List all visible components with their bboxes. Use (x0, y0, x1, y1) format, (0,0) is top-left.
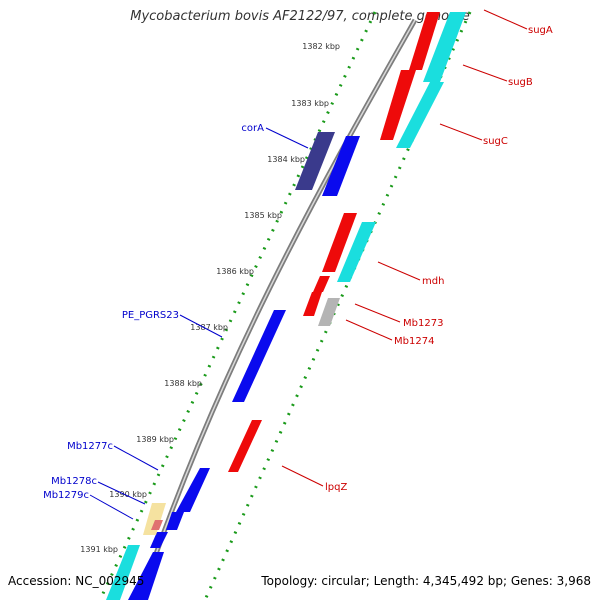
inner-dotted-ring (98, 11, 377, 600)
gene-block[interactable] (166, 512, 184, 530)
gene-block[interactable] (322, 213, 357, 272)
scale-tick-label: 1382 kbp (302, 42, 340, 51)
gene-block[interactable] (106, 545, 140, 600)
gene-label-cora[interactable]: corA (241, 123, 264, 134)
gene-block[interactable] (337, 222, 376, 282)
gene-label-mb1279c[interactable]: Mb1279c (43, 490, 89, 501)
gene-block[interactable] (322, 136, 360, 196)
gene-block[interactable] (151, 520, 163, 530)
label-leader (354, 303, 401, 323)
gene-block[interactable] (232, 310, 286, 402)
gene-label-lpqz[interactable]: lpqZ (325, 482, 347, 493)
gene-block[interactable] (423, 12, 466, 82)
gene-block[interactable] (313, 276, 330, 292)
gene-block[interactable] (150, 532, 168, 548)
gene-block[interactable] (176, 468, 210, 512)
scale-tick-label: 1389 kbp (136, 435, 174, 444)
label-leader (439, 123, 483, 141)
label-leader (89, 494, 134, 520)
scale-tick-label: 1387 kbp (190, 323, 228, 332)
gene-block[interactable] (380, 70, 416, 140)
gene-block[interactable] (143, 503, 166, 535)
label-leader (97, 481, 146, 505)
label-leader (179, 314, 223, 338)
gene-block[interactable] (295, 132, 335, 190)
scale-tick-label: 1388 kbp (164, 379, 202, 388)
gene-label-mb1278c[interactable]: Mb1278c (51, 476, 97, 487)
gene-block[interactable] (228, 420, 262, 472)
label-leader (377, 261, 421, 281)
gene-label-sugc[interactable]: sugC (483, 136, 508, 147)
scale-tick-label: 1386 kbp (216, 267, 254, 276)
label-leader (345, 319, 393, 341)
scale-tick-label: 1383 kbp (291, 99, 329, 108)
accession-text: Accession: NC_002945 (8, 574, 145, 588)
gene-label-mb1277c[interactable]: Mb1277c (67, 441, 113, 452)
label-leader (281, 465, 324, 487)
gene-label-mb1273[interactable]: Mb1273 (403, 318, 443, 329)
label-leader (483, 9, 528, 30)
genome-backbone-highlight (139, 19, 416, 600)
gene-block[interactable] (409, 12, 440, 70)
label-leader (113, 445, 159, 471)
gene-label-sugb[interactable]: sugB (508, 77, 533, 88)
label-leader (265, 127, 309, 149)
gene-label-suga[interactable]: sugA (528, 25, 553, 36)
scale-tick-label: 1391 kbp (80, 545, 118, 554)
gene-block[interactable] (318, 298, 340, 326)
gene-label-pe-pgrs23[interactable]: PE_PGRS23 (122, 310, 179, 321)
gene-block[interactable] (396, 82, 444, 148)
gene-label-mb1274[interactable]: Mb1274 (394, 336, 434, 347)
scale-tick-label: 1385 kbp (244, 211, 282, 220)
gene-block[interactable] (303, 292, 322, 316)
scale-tick-label: 1390 kbp (109, 490, 147, 499)
label-leader (462, 64, 508, 82)
gene-block[interactable] (128, 552, 164, 600)
genome-summary-text: Topology: circular; Length: 4,345,492 bp… (261, 574, 591, 588)
gene-label-mdh[interactable]: mdh (422, 276, 444, 287)
scale-tick-label: 1384 kbp (267, 155, 305, 164)
map-title: Mycobacterium bovis AF2122/97, complete … (130, 9, 470, 24)
